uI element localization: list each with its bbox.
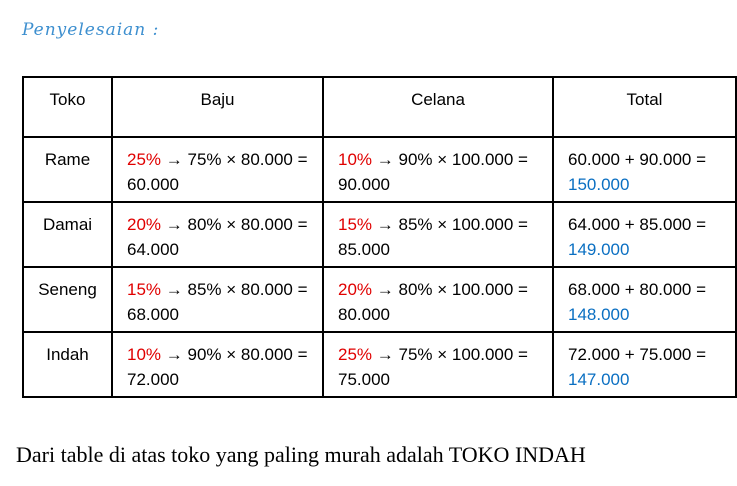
header-cell: Baju bbox=[111, 76, 324, 138]
celana-cell: 25% → 75% × 100.000 = 75.000 bbox=[322, 331, 554, 398]
table-body: Toko Baju Celana Total Rame 25% → 75% × 80.00… bbox=[22, 76, 737, 398]
header-cell: Celana bbox=[322, 76, 554, 138]
total-cell: 68.000 + 80.000 = 148.000 bbox=[552, 266, 737, 333]
calculation: → 90% × 80.000 = 72.000 bbox=[127, 345, 308, 389]
table-row: Rame 25% → 75% × 80.000 = 60.000 10% → 90%… bbox=[22, 136, 737, 203]
discount: 25% bbox=[127, 150, 162, 169]
calculation: → 75% × 100.000 = 75.000 bbox=[338, 345, 528, 389]
discount: 25% bbox=[338, 345, 373, 364]
discount: 15% bbox=[338, 215, 373, 234]
total-result: 150.000 bbox=[568, 175, 630, 194]
total-sum: 64.000 + 85.000 = bbox=[568, 215, 707, 234]
total-cell: 64.000 + 85.000 = 149.000 bbox=[552, 201, 737, 268]
calculation: → 85% × 80.000 = 68.000 bbox=[127, 280, 308, 324]
toko-cell: Damai bbox=[22, 201, 113, 268]
discount: 20% bbox=[127, 215, 162, 234]
total-result: 148.000 bbox=[568, 305, 630, 324]
celana-cell: 15% → 85% × 100.000 = 85.000 bbox=[322, 201, 554, 268]
toko-cell: Seneng bbox=[22, 266, 113, 333]
header-cell: Toko bbox=[22, 76, 113, 138]
calculation: → 85% × 100.000 = 85.000 bbox=[338, 215, 528, 259]
total-cell: 60.000 + 90.000 = 150.000 bbox=[552, 136, 737, 203]
baju-cell: 20% → 80% × 80.000 = 64.000 bbox=[111, 201, 324, 268]
discount: 20% bbox=[338, 280, 373, 299]
header-row: Toko Baju Celana Total bbox=[22, 76, 737, 138]
header-cell: Total bbox=[552, 76, 737, 138]
calculation: → 75% × 80.000 = 60.000 bbox=[127, 150, 308, 194]
total-sum: 72.000 + 75.000 = bbox=[568, 345, 707, 364]
baju-cell: 15% → 85% × 80.000 = 68.000 bbox=[111, 266, 324, 333]
celana-cell: 10% → 90% × 100.000 = 90.000 bbox=[322, 136, 554, 203]
toko-cell: Rame bbox=[22, 136, 113, 203]
table: Toko Baju Celana Total Rame 25% → 75% × 80.00… bbox=[22, 76, 737, 398]
discount: 10% bbox=[338, 150, 373, 169]
total-sum: 68.000 + 80.000 = bbox=[568, 280, 707, 299]
table-row: Seneng 15% → 85% × 80.000 = 68.000 20% → 8… bbox=[22, 266, 737, 333]
discount: 10% bbox=[127, 345, 162, 364]
total-sum: 60.000 + 90.000 = bbox=[568, 150, 707, 169]
calculation: → 80% × 100.000 = 80.000 bbox=[338, 280, 528, 324]
total-result: 149.000 bbox=[568, 240, 630, 259]
calculation: → 90% × 100.000 = 90.000 bbox=[338, 150, 528, 194]
table-row: Damai 20% → 80% × 80.000 = 64.000 15% → 85… bbox=[22, 201, 737, 268]
table-row: Indah 10% → 90% × 80.000 = 72.000 25% → 75… bbox=[22, 331, 737, 398]
baju-cell: 10% → 90% × 80.000 = 72.000 bbox=[111, 331, 324, 398]
discount: 15% bbox=[127, 280, 162, 299]
heading: Penyelesaian : bbox=[22, 20, 160, 40]
baju-cell: 25% → 75% × 80.000 = 60.000 bbox=[111, 136, 324, 203]
toko-cell: Indah bbox=[22, 331, 113, 398]
celana-cell: 20% → 80% × 100.000 = 80.000 bbox=[322, 266, 554, 333]
conclusion: Dari table di atas toko yang paling mura… bbox=[16, 442, 586, 467]
calculation: → 80% × 80.000 = 64.000 bbox=[127, 215, 308, 259]
total-cell: 72.000 + 75.000 = 147.000 bbox=[552, 331, 737, 398]
total-result: 147.000 bbox=[568, 370, 630, 389]
